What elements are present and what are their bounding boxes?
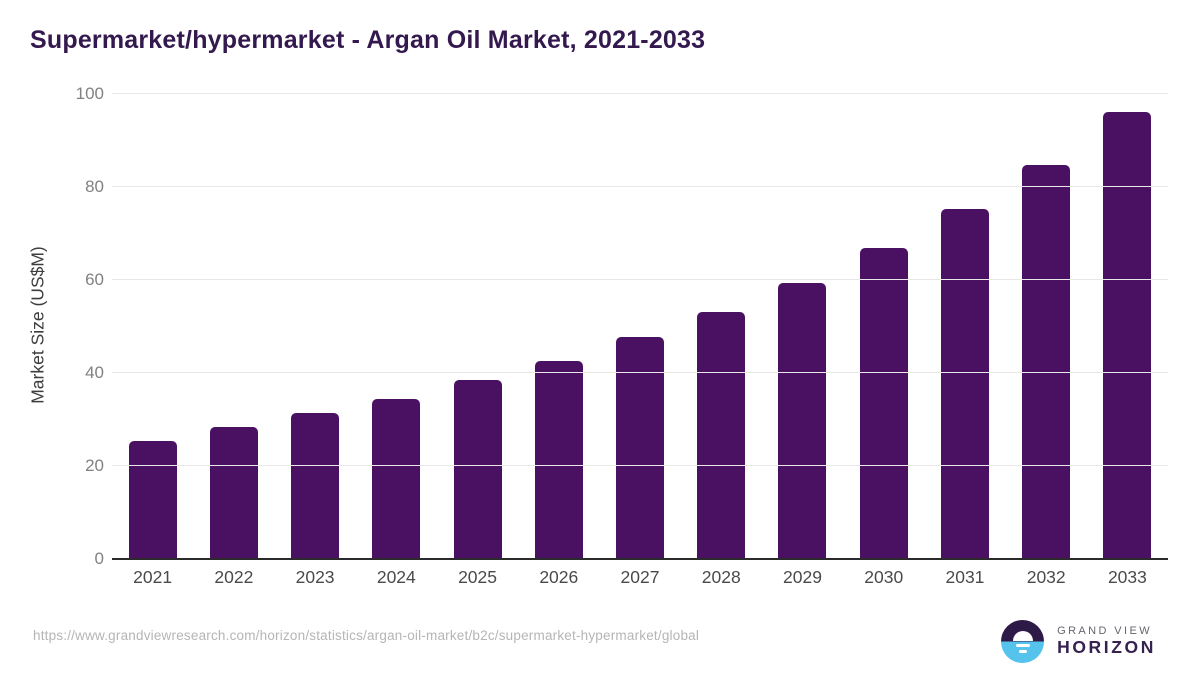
x-tick-2029: 2029 (783, 567, 822, 587)
bar-band-2024 (356, 93, 437, 558)
bar-series (112, 93, 1168, 558)
bar-band-2033 (1087, 93, 1168, 558)
brand-logo-text: GRAND VIEW HORIZON (1057, 625, 1156, 658)
bar-band-2026 (518, 93, 599, 558)
bar-2028 (697, 311, 746, 558)
x-tick-2024: 2024 (376, 567, 416, 587)
bar-band-2027 (599, 93, 680, 558)
bar-2031 (940, 208, 989, 558)
bar-2021 (128, 440, 177, 558)
bar-band-2030 (843, 93, 924, 558)
gridline-20 (112, 464, 1168, 466)
gridline-40 (112, 371, 1168, 373)
x-tick-2030: 2030 (864, 567, 904, 587)
bar-2029 (778, 282, 827, 558)
brand-logo: GRAND VIEW HORIZON (1001, 619, 1156, 663)
y-tick-40: 40 (85, 362, 104, 382)
bar-2026 (534, 360, 583, 558)
bar-2027 (616, 337, 665, 558)
sunrise-horizon-icon (1001, 619, 1045, 663)
chart-title: Supermarket/hypermarket - Argan Oil Mark… (30, 26, 706, 54)
x-axis-tick-labels: 2021 2022 2023 2024 2025 2026 2027 2028 2029 2030… (112, 567, 1168, 588)
x-tick-2033: 2033 (1107, 567, 1147, 587)
sunrise-dome-shape (1012, 631, 1033, 641)
x-tick-2022: 2022 (214, 567, 254, 587)
reflection-line (1015, 644, 1030, 647)
gridline-60 (112, 278, 1168, 280)
x-tick-2031: 2031 (945, 567, 985, 587)
bar-band-2023 (274, 93, 355, 558)
x-tick-2025: 2025 (458, 567, 498, 587)
bar-2024 (372, 398, 421, 558)
x-tick-2027: 2027 (620, 567, 660, 587)
x-tick-2026: 2026 (539, 567, 579, 587)
bar-band-2022 (193, 93, 274, 558)
logo-top-text: GRAND VIEW (1057, 624, 1153, 637)
bar-band-2029 (762, 93, 843, 558)
logo-bottom-text: HORIZON (1057, 637, 1156, 658)
y-tick-100: 100 (75, 83, 104, 103)
y-tick-80: 80 (85, 176, 104, 196)
plot-area (112, 92, 1168, 560)
y-tick-60: 60 (85, 269, 104, 289)
gridline-100 (112, 92, 1168, 94)
bar-band-2031 (924, 93, 1005, 558)
bar-band-2032 (1006, 93, 1087, 558)
bar-2023 (291, 412, 340, 558)
bar-band-2028 (681, 93, 762, 558)
gridline-80 (112, 185, 1168, 187)
y-axis-tick-labels: 0 20 40 60 80 100 (0, 84, 104, 568)
bar-2025 (453, 380, 502, 558)
source-url: https://www.grandviewresearch.com/horizo… (33, 628, 700, 643)
x-tick-2028: 2028 (701, 567, 741, 587)
bar-2033 (1103, 112, 1152, 558)
x-tick-2023: 2023 (295, 567, 335, 587)
reflection-line (1018, 649, 1027, 653)
bar-2022 (209, 427, 258, 558)
bar-band-2021 (112, 93, 193, 558)
bar-2032 (1022, 164, 1071, 558)
bar-band-2025 (437, 93, 518, 558)
x-tick-2021: 2021 (133, 567, 173, 587)
x-tick-2032: 2032 (1026, 567, 1066, 587)
y-tick-20: 20 (85, 455, 104, 475)
bar-2030 (859, 247, 908, 558)
y-tick-0: 0 (94, 548, 104, 568)
